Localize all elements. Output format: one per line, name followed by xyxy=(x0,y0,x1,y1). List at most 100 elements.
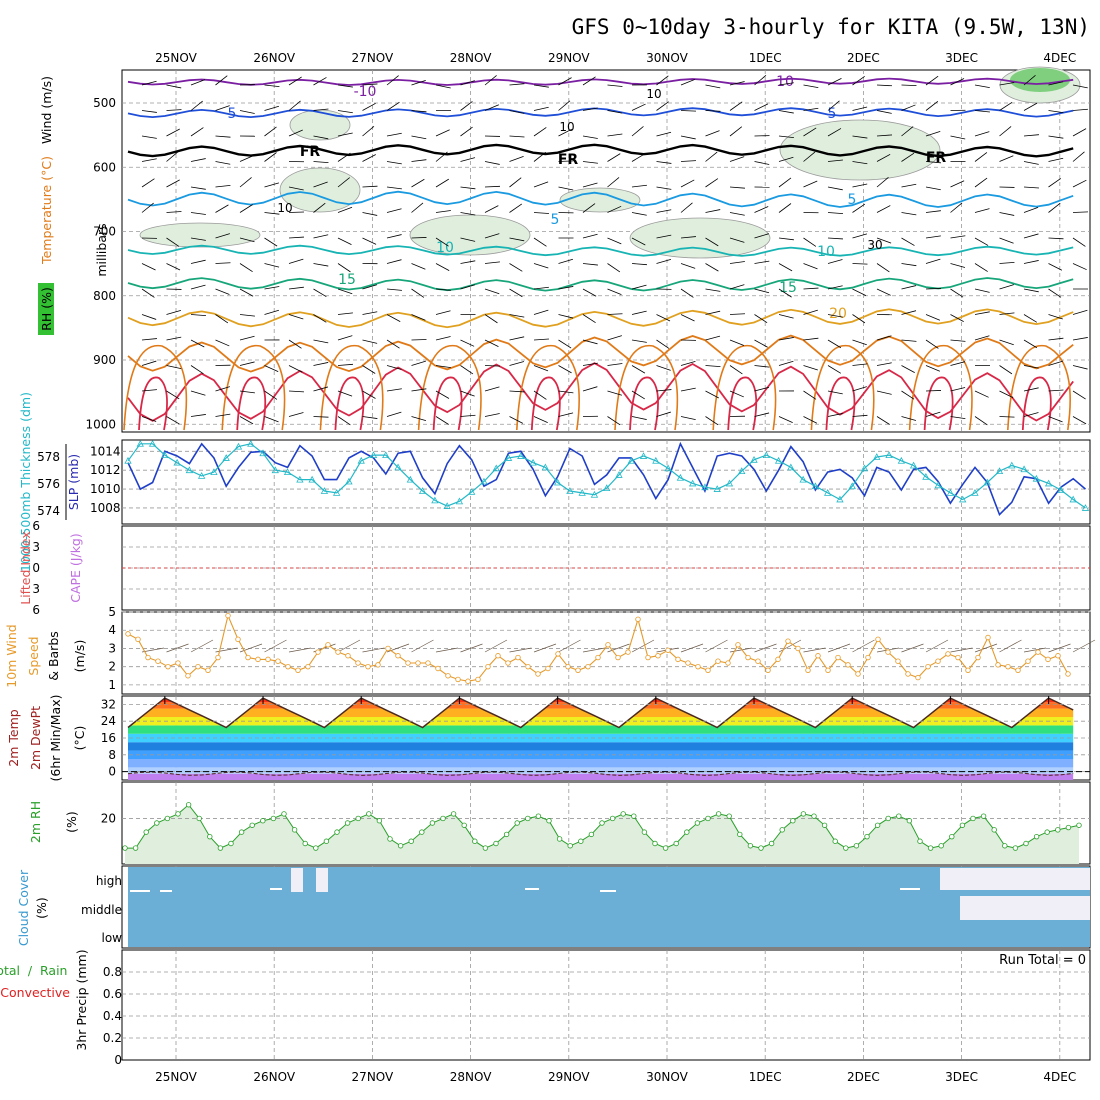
wind-barb xyxy=(827,159,843,162)
rh2m-point xyxy=(980,813,987,819)
wind-barb xyxy=(288,286,304,290)
rh2m-point xyxy=(758,845,764,851)
wind-barb xyxy=(264,416,279,423)
wind-barb xyxy=(386,365,402,370)
wind-barb xyxy=(264,105,280,111)
wind-barb xyxy=(533,263,549,269)
temp-band xyxy=(128,725,1074,734)
wind-barb xyxy=(925,339,939,349)
temp-band xyxy=(128,773,1074,780)
wind-barb xyxy=(215,339,230,347)
wind-barb xyxy=(558,339,572,349)
date-label-bottom: 25NOV xyxy=(155,1070,197,1084)
wind10-point xyxy=(635,616,641,622)
wind-barb xyxy=(901,365,915,373)
wind-barb xyxy=(778,135,794,139)
wind-barb xyxy=(754,260,770,264)
wind10-point xyxy=(225,612,231,619)
wind-barb xyxy=(656,75,669,86)
wind-barb xyxy=(1072,151,1085,162)
wind-barb xyxy=(435,178,449,188)
wind-barb xyxy=(925,411,941,417)
rh2m-point xyxy=(1044,829,1050,835)
wind-barb xyxy=(484,161,500,165)
wind-barb xyxy=(484,413,500,417)
wind-barb xyxy=(680,416,696,421)
wind-barb xyxy=(974,416,988,426)
wind-barb xyxy=(607,133,623,137)
wind-barb xyxy=(754,412,770,417)
wind-barb xyxy=(337,312,353,315)
contour-loop-25 xyxy=(810,344,875,431)
wind-barb xyxy=(362,390,376,399)
date-axis-top: 25NOV 26NOV 27NOV 28NOV 29NOV 30NOV 1DEC 2DEC 3D… xyxy=(155,51,1076,65)
wind-barb xyxy=(852,183,868,188)
wind-barb xyxy=(141,135,157,139)
wind-barb xyxy=(607,313,623,315)
wind-barb xyxy=(460,390,475,397)
wind-barb xyxy=(386,314,401,322)
lifted-index-tick: 0 xyxy=(32,561,40,575)
wind-barb xyxy=(264,84,280,88)
wind-barb xyxy=(190,237,206,241)
wind10-point xyxy=(805,667,811,674)
wind10-point xyxy=(985,634,991,641)
rh2m-point xyxy=(1055,827,1061,833)
wind-barb xyxy=(729,339,745,346)
thickness-point xyxy=(382,451,390,459)
contour-loop-30 xyxy=(334,376,365,431)
wind10-point xyxy=(915,674,921,681)
wind-barb xyxy=(680,179,695,188)
wind10-point xyxy=(255,656,261,663)
thickness-point xyxy=(492,464,500,472)
wind-barb xyxy=(141,263,156,271)
rh2m-point xyxy=(472,838,478,844)
date-label-bottom: 4DEC xyxy=(1043,1070,1076,1084)
thickness-point xyxy=(897,456,905,464)
thickness-point xyxy=(443,502,451,509)
wind10-barb xyxy=(1072,639,1096,653)
wind-barb xyxy=(1072,108,1088,111)
thickness-point xyxy=(652,456,660,464)
wind10-point xyxy=(135,636,141,643)
wind-barb xyxy=(999,126,1012,137)
wind-barb xyxy=(337,152,351,162)
wind-barb xyxy=(337,132,353,137)
wind-barb xyxy=(778,177,792,188)
thickness-point xyxy=(222,454,230,461)
wind-barb xyxy=(827,212,843,215)
surface-loops xyxy=(123,344,1071,431)
contour-loop-25 xyxy=(417,344,482,431)
wind-barb xyxy=(705,365,721,368)
wind-barb xyxy=(950,180,965,188)
wind-barb xyxy=(386,75,399,86)
wind10-point xyxy=(645,654,651,661)
wind-barb xyxy=(803,127,817,137)
wind10-barb xyxy=(435,647,459,653)
wind-barb xyxy=(288,365,303,373)
wind-barb xyxy=(411,79,426,86)
temp2m-tick: 32 xyxy=(101,697,116,711)
wind-axis-label: Wind (m/s) xyxy=(39,76,54,144)
contour-t_15 xyxy=(127,277,1074,292)
wind10-point xyxy=(1005,663,1011,670)
wind10-barb xyxy=(852,639,875,653)
thickness-point xyxy=(468,488,476,495)
wind-barb xyxy=(215,75,228,86)
wind10-point xyxy=(285,663,291,670)
rh-label: 30 xyxy=(867,238,882,252)
thickness-point xyxy=(1008,461,1016,469)
wind10-point xyxy=(865,654,871,661)
wind-barb xyxy=(509,177,522,188)
date-label-bottom: 1DEC xyxy=(749,1070,782,1084)
wind10-point xyxy=(175,660,181,666)
pressure-tick: 600 xyxy=(93,160,116,174)
thickness-point xyxy=(1081,504,1090,511)
wind-barb xyxy=(288,412,304,417)
wind-barb xyxy=(313,161,329,164)
temp2m-tick: 8 xyxy=(108,748,116,762)
wind-barb xyxy=(558,314,574,319)
wind10-barb xyxy=(362,647,385,653)
wind-barbs-upper xyxy=(141,75,1089,426)
wind-barb xyxy=(141,389,157,392)
